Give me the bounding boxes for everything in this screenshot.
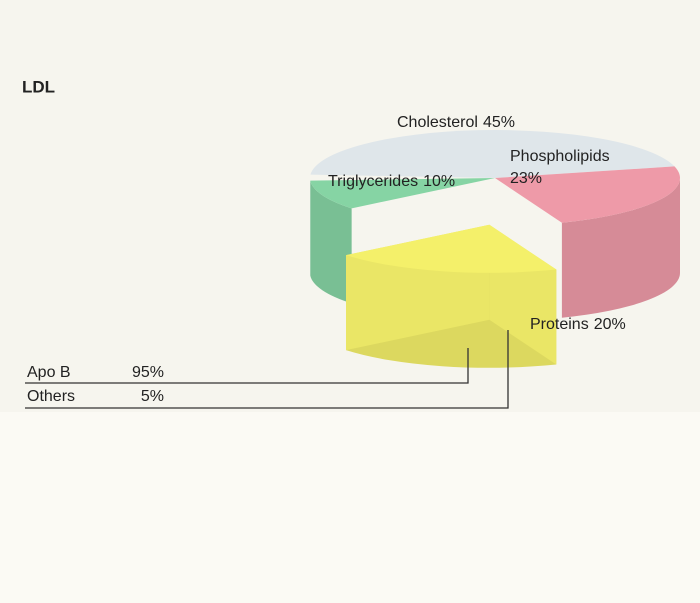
slice-category: Cholesterol: [397, 114, 478, 131]
row-label: Apo B: [27, 364, 71, 381]
connector-line: [25, 348, 469, 384]
slice: [346, 224, 557, 273]
slice: [495, 166, 680, 223]
slice-label: Proteins 20%: [530, 316, 626, 333]
slice-category: Phospholipids: [510, 148, 610, 165]
slice-value: 20%: [594, 316, 626, 333]
slice-label: Cholesterol 45%: [397, 114, 515, 131]
slice-category: Proteins: [530, 316, 589, 333]
chart-title: LDL: [22, 77, 55, 96]
slice-label: Triglycerides 10%: [328, 173, 455, 190]
slice-category: Triglycerides: [328, 173, 418, 190]
row-label: Others: [27, 388, 75, 405]
slice-value: 10%: [423, 173, 455, 190]
slice-value: 45%: [483, 114, 515, 131]
slice-labels: Cholesterol 45% Phospholipids 23% Proteins 20…: [328, 114, 626, 333]
slice-side: [561, 178, 680, 318]
row-value: 5%: [141, 388, 164, 405]
breakdown-table: Apo B 95% Others 5%: [25, 330, 509, 409]
slice: [310, 130, 675, 178]
connector-line: [25, 330, 509, 409]
slice-value: 23%: [510, 170, 542, 187]
pie: [310, 130, 680, 368]
slice-side: [310, 180, 352, 304]
row-value: 95%: [132, 364, 164, 381]
slice-label: Phospholipids 23%: [510, 148, 610, 187]
slice: [310, 178, 495, 209]
